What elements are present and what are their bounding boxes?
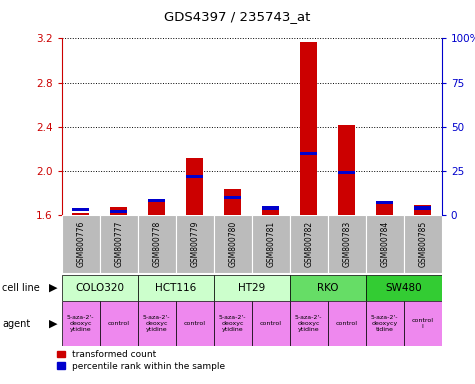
Text: GDS4397 / 235743_at: GDS4397 / 235743_at [164,10,311,23]
Bar [186,175,203,178]
Bar [186,157,203,215]
Text: GSM800783: GSM800783 [342,221,351,267]
Bar [176,215,214,273]
Bar [414,205,431,215]
Bar [62,301,100,346]
Bar [62,275,138,301]
Text: HT29: HT29 [238,283,266,293]
Bar [138,275,214,301]
Text: GSM800785: GSM800785 [418,221,427,267]
Bar [404,215,442,273]
Bar [138,215,176,273]
Text: GSM800781: GSM800781 [266,221,275,267]
Text: GSM800782: GSM800782 [304,221,313,267]
Bar [338,171,355,174]
Text: agent: agent [2,318,30,329]
Text: control: control [260,321,282,326]
Text: cell line: cell line [2,283,40,293]
Text: GSM800778: GSM800778 [152,221,161,267]
Text: 5-aza-2'-
deoxyc
ytidine: 5-aza-2'- deoxyc ytidine [67,315,95,332]
Bar [110,207,127,215]
Text: GSM800777: GSM800777 [114,221,123,267]
Bar [138,301,176,346]
Bar [100,215,138,273]
Bar [290,275,366,301]
Bar [366,275,442,301]
Text: ▶: ▶ [48,283,57,293]
Legend: transformed count, percentile rank within the sample: transformed count, percentile rank withi… [57,350,225,371]
Bar [62,215,100,273]
Bar [290,215,328,273]
Bar [376,202,393,215]
Bar [252,215,290,273]
Bar [300,42,317,215]
Bar [328,215,366,273]
Text: HCT116: HCT116 [155,283,196,293]
Bar [214,215,252,273]
Text: 5-aza-2'-
deoxyc
ytidine: 5-aza-2'- deoxyc ytidine [295,315,323,332]
Bar [214,275,290,301]
Bar [110,210,127,213]
Bar [290,301,328,346]
Text: GSM800779: GSM800779 [190,221,199,267]
Text: 5-aza-2'-
deoxyc
ytidine: 5-aza-2'- deoxyc ytidine [219,315,247,332]
Text: control: control [336,321,358,326]
Bar [252,301,290,346]
Bar [148,201,165,215]
Bar [262,207,279,215]
Bar [366,215,404,273]
Text: GSM800780: GSM800780 [228,221,237,267]
Bar [214,301,252,346]
Text: GSM800784: GSM800784 [380,221,389,267]
Text: ▶: ▶ [48,318,57,329]
Text: GSM800776: GSM800776 [76,221,85,267]
Text: SW480: SW480 [385,283,422,293]
Bar [224,189,241,215]
Bar [224,196,241,199]
Bar [414,206,431,210]
Text: COLO320: COLO320 [75,283,124,293]
Text: RKO: RKO [317,283,339,293]
Bar [376,201,393,204]
Bar [338,124,355,215]
Text: 5-aza-2'-
deoxycy
tidine: 5-aza-2'- deoxycy tidine [371,315,399,332]
Text: control
l: control l [412,318,434,329]
Bar [72,208,89,211]
Bar [328,301,366,346]
Bar [300,152,317,155]
Text: control: control [108,321,130,326]
Bar [148,199,165,202]
Bar [72,213,89,215]
Bar [366,301,404,346]
Bar [176,301,214,346]
Bar [404,301,442,346]
Bar [262,206,279,210]
Text: 5-aza-2'-
deoxyc
ytidine: 5-aza-2'- deoxyc ytidine [143,315,171,332]
Text: control: control [184,321,206,326]
Bar [100,301,138,346]
